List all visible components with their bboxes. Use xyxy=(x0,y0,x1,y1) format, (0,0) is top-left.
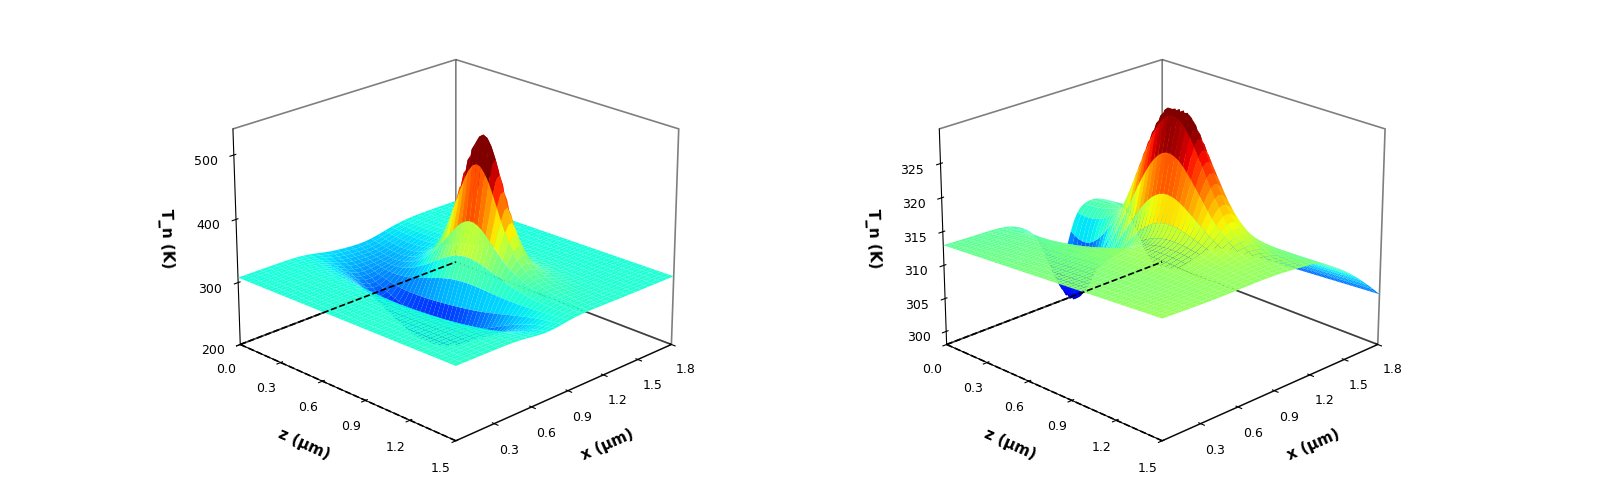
X-axis label: x (μm): x (μm) xyxy=(1286,426,1342,463)
Y-axis label: z (μm): z (μm) xyxy=(276,426,332,463)
X-axis label: x (μm): x (μm) xyxy=(579,426,636,463)
Y-axis label: z (μm): z (μm) xyxy=(982,426,1038,463)
